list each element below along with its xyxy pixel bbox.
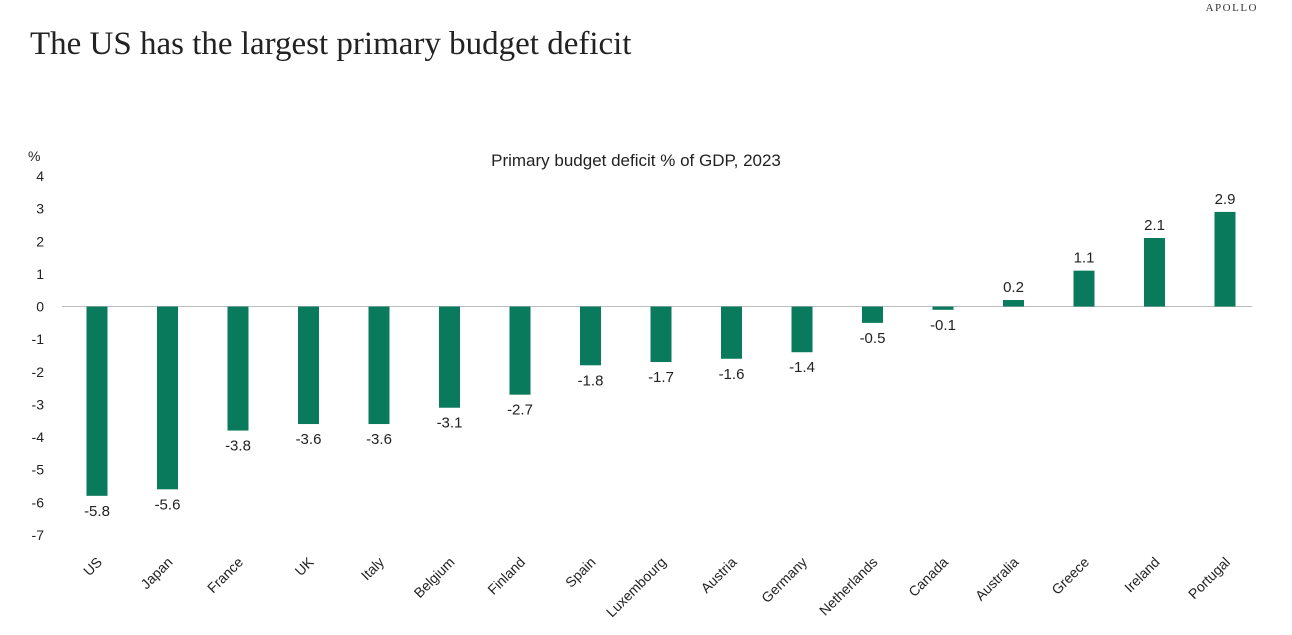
y-tick-label: -1 xyxy=(32,331,45,347)
bar-belgium xyxy=(439,306,460,408)
brand-logo: APOLLO xyxy=(1205,2,1258,14)
bar-spain xyxy=(580,306,601,366)
y-axis-label: % xyxy=(28,148,40,164)
x-tick-label: Greece xyxy=(1048,554,1092,598)
bar-canada xyxy=(932,306,954,310)
bar-netherlands xyxy=(862,306,883,323)
bar-australia xyxy=(1003,300,1024,307)
x-tick-label: Spain xyxy=(562,554,599,591)
bar-finland xyxy=(509,306,531,395)
y-tick-label: 0 xyxy=(36,299,44,315)
data-label: -3.1 xyxy=(437,415,463,432)
y-tick-label: 3 xyxy=(36,201,44,217)
x-tick-label: UK xyxy=(292,553,318,579)
y-tick-label: 2 xyxy=(36,233,44,249)
chart-title: Primary budget deficit % of GDP, 2023 xyxy=(491,151,781,170)
data-label: -5.8 xyxy=(84,503,110,520)
bar-italy xyxy=(368,306,390,425)
data-label: 1.1 xyxy=(1074,250,1095,267)
x-tick-label: Austria xyxy=(697,554,739,596)
data-label: -5.6 xyxy=(155,496,181,513)
x-tick-label: Germany xyxy=(758,554,810,606)
data-label: 2.9 xyxy=(1215,191,1236,208)
data-labels: -5.8 -5.6 -3.8 -3.6 -3.6 -3.1 -2.7 -1.8 -1.7 -1.6… xyxy=(84,191,1235,520)
x-tick-label: Netherlands xyxy=(816,554,881,619)
y-tick-label: -2 xyxy=(32,364,45,380)
bar-japan xyxy=(157,306,178,490)
x-tick-label: US xyxy=(80,554,105,579)
x-tick-label: Italy xyxy=(358,554,387,583)
data-label: 2.1 xyxy=(1144,217,1165,234)
bar-series xyxy=(86,211,1236,496)
data-label: -3.8 xyxy=(225,438,251,455)
y-axis: 4 3 2 1 0 -1 -2 -3 -4 -5 -6 -7 xyxy=(32,168,1252,543)
y-tick-label: 4 xyxy=(36,168,44,184)
data-label: -1.4 xyxy=(789,359,815,376)
x-tick-label: Luxembourg xyxy=(603,554,669,620)
page-title: The US has the largest primary budget de… xyxy=(30,26,632,62)
y-tick-label: -7 xyxy=(32,527,45,543)
bar-uk xyxy=(298,306,319,425)
data-label: -1.8 xyxy=(578,372,604,389)
bar-luxembourg xyxy=(650,306,672,363)
data-label: -2.7 xyxy=(507,402,533,419)
bar-portugal xyxy=(1214,211,1236,307)
x-tick-label: France xyxy=(204,554,246,596)
x-axis: US Japan France UK Italy Belgium Finland Spain L… xyxy=(80,553,1233,620)
x-tick-label: Ireland xyxy=(1121,554,1163,596)
x-tick-label: Japan xyxy=(137,554,175,592)
y-tick-label: -5 xyxy=(32,462,45,478)
data-label: 0.2 xyxy=(1003,279,1024,296)
bar-us xyxy=(86,306,108,496)
y-tick-label: -4 xyxy=(32,429,45,445)
x-tick-label: Belgium xyxy=(411,554,458,601)
bar-france xyxy=(227,306,249,431)
data-label: -1.6 xyxy=(719,366,745,383)
data-label: -3.6 xyxy=(366,431,392,448)
bar-ireland xyxy=(1144,238,1165,307)
data-label: -1.7 xyxy=(648,369,674,386)
x-tick-label: Portugal xyxy=(1185,554,1233,602)
x-tick-label: Australia xyxy=(972,554,1022,604)
y-tick-label: -6 xyxy=(32,494,45,510)
y-tick-label: -3 xyxy=(32,396,45,412)
bar-greece xyxy=(1073,270,1095,307)
x-tick-label: Canada xyxy=(905,554,951,600)
x-tick-label: Finland xyxy=(484,554,528,598)
data-label: -0.5 xyxy=(860,330,886,347)
y-tick-label: 1 xyxy=(36,266,44,282)
bar-austria xyxy=(721,306,742,359)
bar-germany xyxy=(791,306,813,353)
data-label: -3.6 xyxy=(296,431,322,448)
data-label: -0.1 xyxy=(930,317,956,334)
